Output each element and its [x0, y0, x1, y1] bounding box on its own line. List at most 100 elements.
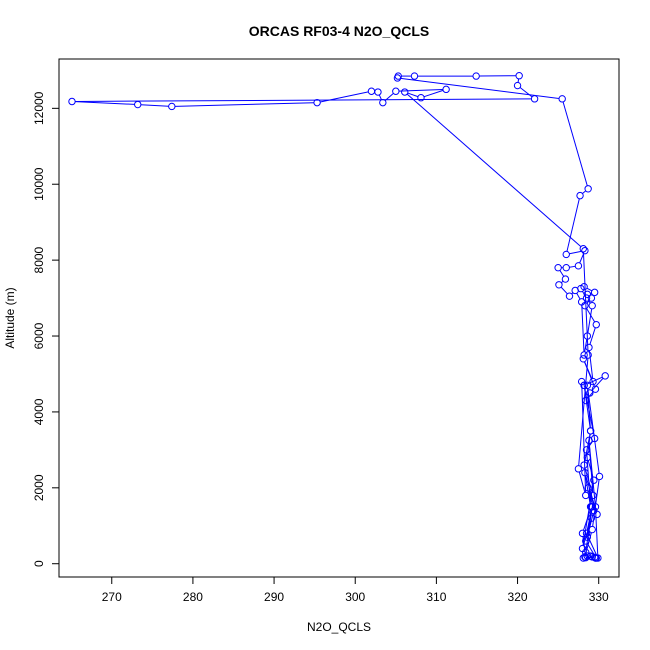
data-point: [565, 292, 574, 300]
data-point: [589, 491, 597, 500]
series-segment: [586, 543, 596, 556]
series-segment: [398, 88, 443, 92]
series-segment: [586, 287, 593, 292]
data-point: [586, 427, 595, 435]
series-segment: [406, 93, 582, 248]
series-segment: [559, 270, 565, 277]
x-axis-label: N2O_QCLS: [307, 620, 371, 634]
data-point: [590, 476, 598, 484]
data-point: [582, 537, 590, 545]
series-segment: [587, 388, 591, 428]
data-point: [578, 529, 587, 538]
data-point: [583, 381, 592, 390]
data-point: [561, 275, 570, 283]
data-point: [583, 533, 592, 541]
y-tick-label: 2000: [32, 474, 46, 501]
data-point: [583, 332, 592, 340]
x-tick-label: 290: [264, 590, 284, 604]
data-point: [410, 72, 419, 80]
data-point: [417, 94, 425, 102]
series-segment: [560, 286, 568, 295]
series-segment: [588, 300, 591, 304]
data-point: [584, 185, 592, 193]
data-point: [379, 98, 387, 107]
series-segment: [423, 89, 444, 98]
data-point: [515, 71, 523, 80]
series-segment: [587, 308, 593, 333]
data-point: [579, 245, 587, 253]
data-point: [585, 436, 593, 445]
data-point: [168, 102, 176, 111]
x-tick-label: 310: [426, 590, 446, 604]
data-point: [586, 552, 595, 560]
x-axis: 270 280 290 300 310 320 330: [102, 577, 609, 604]
data-point: [584, 351, 592, 359]
y-tick-label: 0: [32, 560, 46, 567]
data-point: [587, 514, 596, 522]
data-point: [587, 294, 596, 302]
series-segment: [569, 250, 582, 255]
data-point: [585, 343, 593, 352]
data-point: [579, 554, 587, 562]
series-segment: [517, 78, 520, 83]
series-segment: [588, 350, 594, 379]
data-point: [601, 372, 609, 380]
data-point: [586, 389, 594, 397]
data-point: [579, 355, 587, 363]
data-point: [562, 250, 570, 259]
data-point: [555, 281, 563, 289]
data-point: [592, 320, 600, 329]
data-point: [582, 396, 590, 405]
series-segment: [582, 190, 587, 194]
series-segment: [578, 358, 589, 466]
data-point: [442, 85, 450, 94]
series-segment: [174, 102, 314, 107]
data-point: [577, 298, 586, 306]
data-point: [576, 191, 584, 200]
series-segment: [589, 327, 596, 345]
series-segment: [581, 384, 587, 493]
y-tick-label: 6000: [32, 322, 46, 349]
data-point: [593, 510, 601, 519]
chart-title: ORCAS RF03-4 N2O_QCLS: [249, 23, 429, 39]
y-tick-label: 10000: [32, 167, 46, 201]
data-point: [582, 529, 591, 538]
series-segment: [592, 479, 600, 527]
series-segment: [400, 77, 560, 99]
x-tick-label: 320: [508, 590, 528, 604]
series-segment: [378, 94, 382, 100]
series-segment: [75, 101, 135, 105]
data-point: [374, 88, 382, 96]
data-point: [581, 468, 589, 477]
series-segment: [576, 293, 581, 300]
data-point: [313, 98, 321, 107]
series-segment: [320, 91, 369, 103]
data-point: [582, 294, 591, 302]
series-segment: [384, 92, 394, 101]
y-tick-label: 4000: [32, 398, 46, 425]
data-point: [588, 301, 596, 310]
data-point: [574, 262, 583, 270]
series-segment: [584, 475, 591, 504]
series-segment: [140, 104, 169, 107]
data-point: [394, 72, 402, 80]
data-point: [571, 286, 579, 295]
data-point: [583, 290, 592, 298]
data-point: [134, 100, 142, 109]
data-point: [594, 554, 602, 562]
data-point: [590, 553, 599, 561]
data-point: [583, 453, 592, 462]
data-point: [588, 525, 596, 534]
data-point: [392, 87, 400, 95]
series-segment: [519, 87, 533, 98]
data-layer: [68, 71, 609, 562]
series-segment: [584, 361, 593, 379]
data-point: [530, 95, 539, 103]
series-segment: [591, 377, 604, 391]
series-segment: [75, 98, 532, 102]
data-point: [401, 88, 409, 96]
y-tick-label: 12000: [32, 91, 46, 125]
x-tick-label: 300: [345, 590, 365, 604]
data-point: [590, 288, 599, 297]
